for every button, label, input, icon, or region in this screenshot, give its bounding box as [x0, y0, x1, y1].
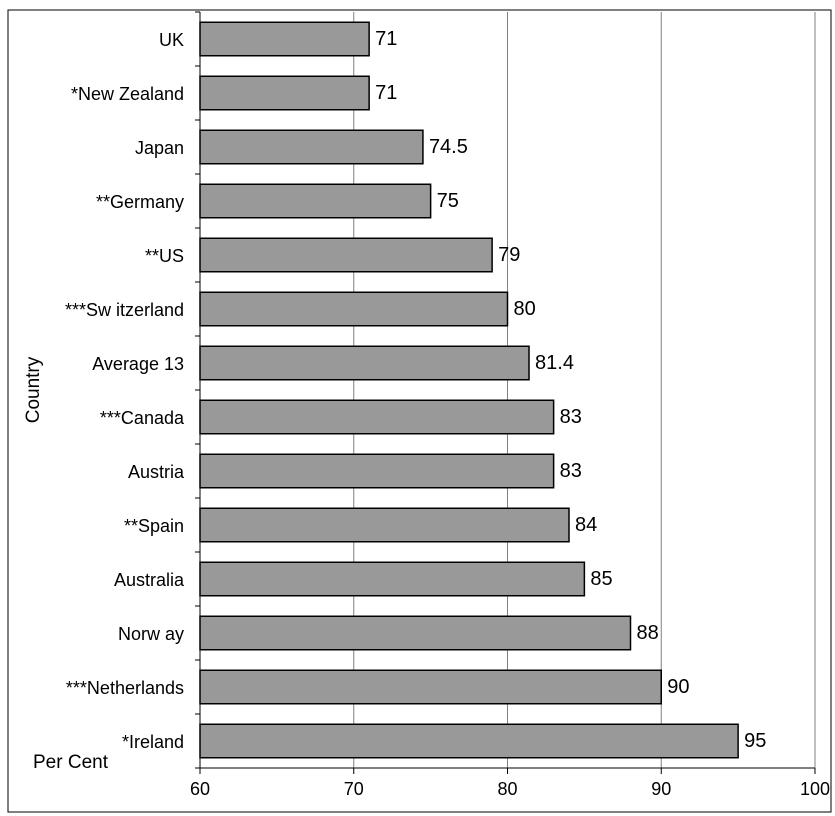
category-label-5: ***Sw itzerland — [65, 300, 184, 320]
value-label-6: 81.4 — [535, 352, 574, 374]
bar-4 — [199, 237, 493, 273]
bar-0 — [199, 21, 370, 57]
x-tick-label-2: 80 — [497, 779, 517, 799]
x-tick-label-4: 100 — [800, 779, 830, 799]
x-tick-label-0: 60 — [190, 779, 210, 799]
x-tick-label-3: 90 — [651, 779, 671, 799]
bar-9 — [199, 507, 570, 543]
value-label-11: 88 — [637, 622, 659, 644]
value-label-8: 83 — [560, 460, 582, 482]
value-labels: 71 71 74.5 75 79 80 81.4 83 83 84 85 88 90 95 — [375, 28, 766, 752]
category-label-2: Japan — [135, 138, 184, 158]
category-label-13: *Ireland — [122, 732, 184, 752]
value-label-0: 71 — [375, 28, 397, 50]
bar-10 — [199, 561, 586, 597]
bar-7 — [199, 399, 555, 435]
category-label-8: Austria — [128, 462, 185, 482]
value-label-13: 95 — [744, 730, 766, 752]
value-label-1: 71 — [375, 82, 397, 104]
value-label-7: 83 — [560, 406, 582, 428]
value-label-2: 74.5 — [429, 136, 468, 158]
category-label-4: **US — [145, 246, 184, 266]
value-label-9: 84 — [575, 514, 597, 536]
x-axis-title: Per Cent — [33, 752, 109, 773]
value-label-10: 85 — [590, 568, 612, 590]
bar-2 — [199, 129, 424, 165]
value-label-12: 90 — [667, 676, 689, 698]
x-tick-labels: 60 70 80 90 100 — [190, 779, 830, 799]
bars — [199, 21, 739, 759]
category-label-7: ***Canada — [100, 408, 185, 428]
category-label-9: **Spain — [124, 516, 184, 536]
category-label-10: Australia — [114, 570, 185, 590]
bar-11 — [199, 615, 632, 651]
y-axis-title: Country — [23, 356, 44, 423]
x-tick-label-1: 70 — [344, 779, 364, 799]
category-label-6: Average 13 — [92, 354, 184, 374]
bar-1 — [199, 75, 370, 111]
category-label-11: Norw ay — [118, 624, 184, 644]
value-label-3: 75 — [437, 190, 459, 212]
category-label-0: UK — [159, 30, 184, 50]
value-label-4: 79 — [498, 244, 520, 266]
bar-13 — [199, 723, 739, 759]
category-labels: UK *New Zealand Japan **Germany **US ***Sw it… — [65, 30, 185, 752]
bar-8 — [199, 453, 555, 489]
category-label-1: *New Zealand — [71, 84, 184, 104]
bar-3 — [199, 183, 432, 219]
bar-12 — [199, 669, 662, 705]
axes — [195, 11, 816, 774]
bar-6 — [199, 345, 530, 381]
value-label-5: 80 — [514, 298, 536, 320]
category-label-12: ***Netherlands — [66, 678, 184, 698]
bar-5 — [199, 291, 509, 327]
category-label-3: **Germany — [96, 192, 184, 212]
